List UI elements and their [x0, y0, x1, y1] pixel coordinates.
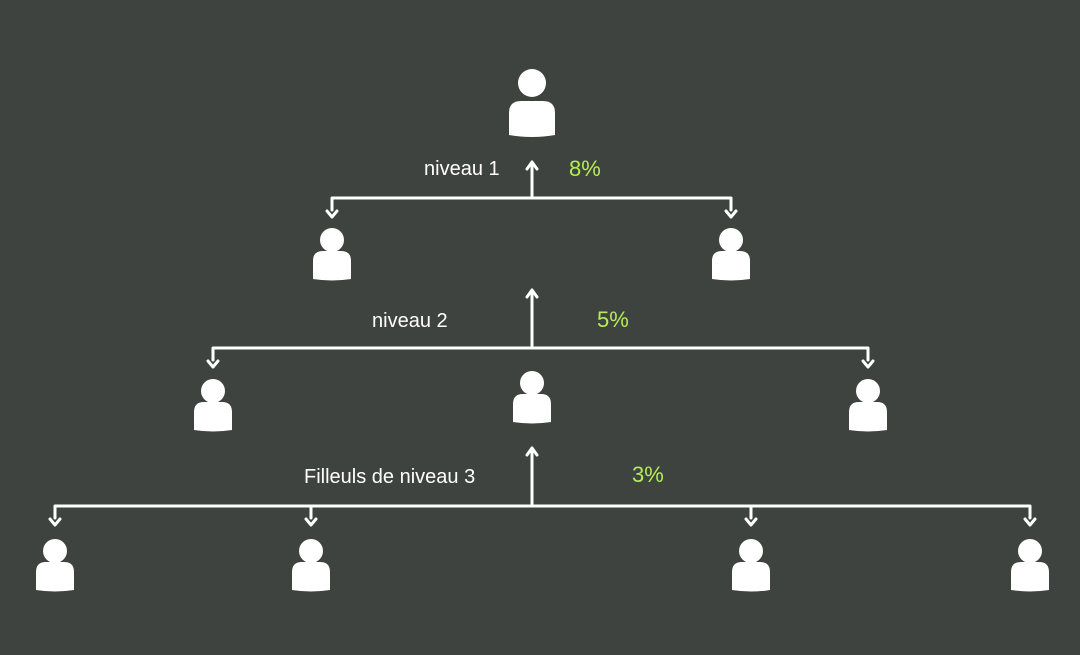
- level-3-person-icon-3: [1011, 539, 1049, 592]
- level-1-down-arrow-1: [724, 209, 738, 219]
- level-3-bracket: [53, 504, 1032, 520]
- level-2-down-arrow-0: [206, 359, 220, 369]
- level-1-person-icon-0: [313, 228, 351, 281]
- level-2-bracket: [211, 346, 870, 362]
- level-2-percent: 5%: [597, 307, 629, 332]
- top-person-icon: [509, 69, 555, 137]
- level-2-person-icon-0: [194, 379, 232, 432]
- level-1-percent: 8%: [569, 156, 601, 181]
- level-3-down-arrow-1: [304, 517, 318, 527]
- level-3-person-icon-2: [732, 539, 770, 592]
- level-2-up-arrow: [525, 288, 539, 350]
- level-1-up-arrow: [525, 160, 539, 200]
- level-2-label: niveau 2: [372, 310, 448, 332]
- level-3-label: Filleuls de niveau 3: [304, 466, 476, 488]
- level-3-person-icon-0: [36, 539, 74, 592]
- level-1-bracket: [330, 196, 733, 212]
- level-1-label: niveau 1: [424, 158, 500, 180]
- level-1-person-icon-1: [712, 228, 750, 281]
- level-3-percent: 3%: [632, 462, 664, 487]
- level-3-down-arrow-2: [744, 517, 758, 527]
- level-2-down-arrow-1: [861, 359, 875, 369]
- level-3-person-icon-1: [292, 539, 330, 592]
- level-2-person-icon-1: [849, 379, 887, 432]
- level-3-down-arrow-0: [48, 517, 62, 527]
- level-3-down-arrow-3: [1023, 517, 1037, 527]
- level-1-down-arrow-0: [325, 209, 339, 219]
- level-2-center-person-icon: [513, 371, 551, 424]
- level-3-up-arrow: [525, 446, 539, 508]
